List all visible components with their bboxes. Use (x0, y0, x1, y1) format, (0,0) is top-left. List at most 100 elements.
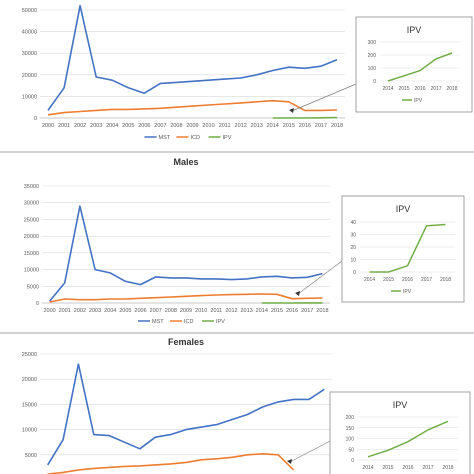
series-icd (47, 453, 295, 474)
x-tick-label: 2013 (251, 123, 263, 129)
connector-arrowhead (289, 108, 294, 113)
connector-line (297, 257, 347, 295)
x-tick-label: 2018 (316, 308, 328, 314)
connector-line (289, 439, 333, 463)
y-tick-label: 5000 (27, 284, 39, 290)
x-tick-label: 2012 (235, 123, 247, 129)
inset-y-tick-label: 200 (346, 415, 355, 421)
y-tick-label: 10000 (22, 94, 37, 100)
inset-x-tick-label: 2017 (422, 465, 433, 471)
y-tick-label: 20000 (24, 234, 39, 240)
series-mst (48, 205, 323, 302)
x-tick-label: 2007 (154, 123, 166, 129)
y-tick-label: 20000 (22, 73, 37, 79)
inset-x-tick-label: 2016 (402, 277, 413, 283)
inset-x-tick-label: 2014 (364, 277, 375, 283)
y-tick-label: 20000 (22, 377, 37, 383)
x-tick-label: 2006 (138, 123, 150, 129)
inset-legend-label: IPV (414, 98, 423, 104)
inset-frame (341, 195, 465, 303)
y-tick-label: 40000 (22, 30, 37, 36)
x-tick-label: 2018 (331, 123, 343, 129)
x-tick-label: 2015 (271, 308, 283, 314)
x-tick-label: 2004 (104, 308, 116, 314)
series-line-mst (47, 4, 338, 111)
y-axis: 5000 10000 15000 20000 25000 (22, 352, 332, 459)
y-tick-label: 10000 (22, 428, 37, 434)
series-line-icd (47, 99, 338, 116)
x-tick-label: 2017 (301, 308, 313, 314)
inset-chart: IPV 0 50 100 150 200 2014 2015 2016 2017 2018 (329, 391, 471, 474)
x-tick-label: 2015 (283, 123, 295, 129)
series-line-icd (47, 453, 295, 474)
x-tick-label: 2014 (267, 123, 279, 129)
x-tick-label: 2010 (195, 308, 207, 314)
inset-x-tick-label: 2015 (382, 465, 393, 471)
y-tick-label: 0 (36, 301, 39, 307)
y-tick-label: 15000 (22, 402, 37, 408)
inset-title: IPV (407, 25, 422, 35)
x-tick-label: 2011 (210, 308, 222, 314)
connector-arrowhead (287, 459, 292, 464)
x-tick-label: 2009 (180, 308, 192, 314)
y-tick-label: 15000 (24, 251, 39, 257)
y-axis: 0 5000 10000 15000 20000 25000 30000 35000 (24, 184, 330, 307)
chart-panel-2: Males05000100001500020000250003000035000… (0, 157, 474, 334)
series-line-ipv (272, 116, 338, 119)
inset-title: IPV (393, 400, 408, 410)
x-tick-label: 2000 (43, 308, 55, 314)
x-tick-label: 2002 (74, 308, 86, 314)
y-tick-label: 5000 (25, 453, 37, 459)
inset-x-tick-label: 2016 (402, 465, 413, 471)
x-tick-label: 2001 (59, 308, 71, 314)
x-tick-label: 2005 (122, 123, 134, 129)
x-tick-label: 2016 (286, 308, 298, 314)
x-tick-label: 2002 (74, 123, 86, 129)
x-tick-label: 2016 (299, 123, 311, 129)
inset-y-tick-label: 0 (373, 79, 376, 85)
series-icd (47, 99, 338, 116)
inset-series-line-ipv (369, 223, 446, 273)
x-tick-label: 2008 (170, 123, 182, 129)
inset-series-line-ipv (367, 420, 449, 458)
y-tick-label: 10000 (24, 268, 39, 274)
series-line-mst (48, 205, 323, 302)
inset-y-tick-label: 300 (368, 40, 377, 46)
inset-y-tick-label: 20 (350, 245, 356, 251)
inset-y-tick-label: 200 (368, 53, 377, 59)
inset-x-tick-label: 2014 (382, 86, 393, 92)
x-tick-label: 2009 (186, 123, 198, 129)
legend: MST ICD IPV (144, 135, 232, 141)
legend-label-ipv: IPV (216, 319, 225, 325)
inset-x-tick-label: 2015 (398, 86, 409, 92)
x-tick-label: 2017 (315, 123, 327, 129)
inset-y-tick-label: 0 (353, 270, 356, 276)
x-tick-label: 2011 (219, 123, 231, 129)
legend-label-icd: ICD (184, 319, 194, 325)
y-tick-label: 30000 (22, 51, 37, 57)
inset-series-line-ipv (387, 52, 453, 82)
inset-y-tick-label: 30 (350, 233, 356, 239)
inset-x-tick-label: 2018 (440, 277, 451, 283)
y-tick-label: 0 (34, 116, 37, 122)
inset-x-tick-label: 2014 (362, 465, 373, 471)
y-axis: 0 10000 20000 30000 40000 50000 (22, 8, 345, 122)
y-tick-label: 25000 (22, 352, 37, 358)
x-tick-label: 2000 (42, 123, 54, 129)
inset-x-tick-label: 2017 (430, 86, 441, 92)
legend-label-mst: MST (159, 135, 171, 141)
x-axis: 2000 2001 2002 2003 2004 2005 2006 2007 2008 2009… (42, 123, 343, 129)
legend-label-icd: ICD (191, 135, 201, 141)
inset-y-tick-label: 150 (346, 426, 355, 432)
legend: MST ICD IPV (138, 319, 225, 325)
x-tick-label: 2008 (165, 308, 177, 314)
connector-arrowhead (295, 291, 300, 296)
x-tick-label: 2005 (119, 308, 131, 314)
series-mst (47, 4, 338, 111)
inset-legend-label: IPV (403, 289, 412, 295)
x-tick-label: 2004 (106, 123, 118, 129)
y-tick-label: 50000 (22, 8, 37, 14)
